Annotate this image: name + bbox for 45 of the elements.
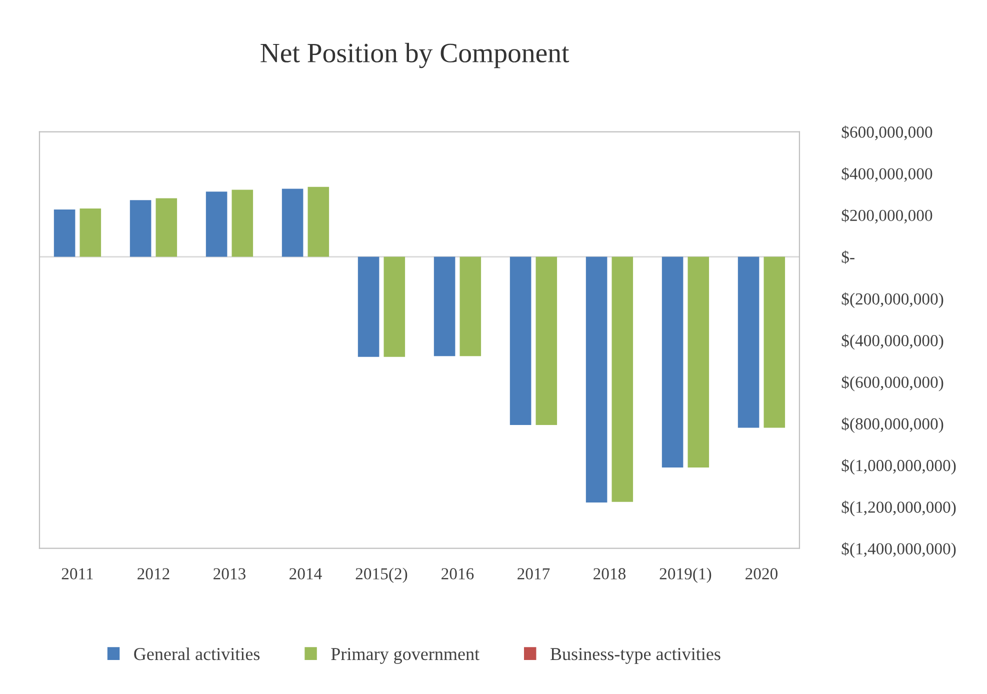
y-tick-label: $(400,000,000) (842, 334, 944, 350)
y-tick-label: $(200,000,000) (842, 292, 944, 308)
x-tick-label: 2019(1) (660, 568, 712, 583)
bar (688, 256, 710, 468)
legend-label: Business-type activities (550, 648, 720, 664)
x-tick-label: 2016 (442, 568, 474, 580)
x-tick-label: 2011 (62, 568, 93, 580)
bar (206, 192, 228, 257)
bar (156, 198, 178, 257)
bar (510, 256, 532, 426)
x-tick-label: 2014 (290, 568, 322, 580)
chart-title: Net Position by Component (260, 42, 570, 68)
x-tick-label: 2020 (746, 568, 778, 580)
bar (282, 188, 304, 257)
bar (130, 200, 152, 257)
legend-label: Primary government (331, 648, 480, 664)
bar (738, 256, 760, 428)
bar (358, 256, 380, 357)
bar (232, 190, 254, 257)
y-tick-label: $- (842, 250, 854, 264)
bar (434, 256, 456, 356)
legend-label: General activities (134, 647, 260, 660)
bar (586, 256, 608, 502)
x-tick-label: 2015(2) (356, 568, 408, 583)
bar (536, 256, 558, 426)
bar (80, 208, 102, 257)
y-tick-label: $200,000,000 (842, 208, 932, 224)
bar (764, 256, 786, 428)
x-tick-label: 2012 (138, 568, 170, 580)
bar (612, 256, 634, 502)
x-tick-label: 2013 (214, 568, 246, 580)
y-tick-label: $600,000,000 (842, 126, 932, 140)
bar (460, 256, 482, 356)
y-tick-label: $(600,000,000) (842, 376, 944, 392)
bar (662, 256, 684, 468)
y-tick-label: $(1,200,000,000) (842, 500, 956, 516)
x-tick-label: 2017 (518, 568, 550, 580)
y-tick-label: $(800,000,000) (842, 417, 944, 433)
y-tick-label: $(1,000,000,000) (842, 458, 956, 475)
y-tick-label: $(1,400,000,000) (842, 542, 956, 558)
y-tick-label: $400,000,000 (842, 167, 932, 182)
bar (308, 186, 330, 257)
bar (384, 256, 406, 357)
bar (54, 210, 76, 257)
x-tick-label: 2018 (594, 568, 626, 580)
